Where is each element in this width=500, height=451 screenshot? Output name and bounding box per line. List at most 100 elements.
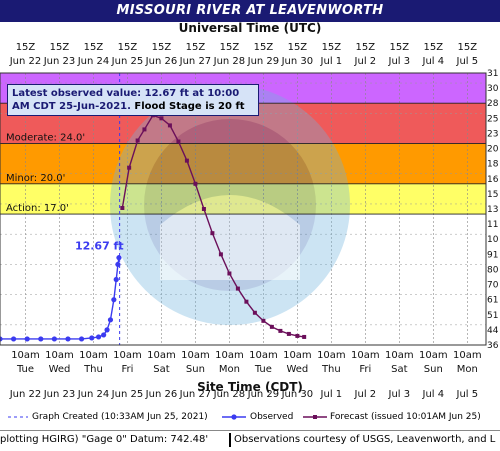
utc-tick-date: Jul 1 [320,56,343,67]
grid-lines [0,73,486,345]
right-axis-tick-label: 20 [487,145,499,155]
site-tick-day: Sat [391,364,407,375]
threshold-label-minor: Minor: 20.0' [6,173,65,184]
utc-tick-hour: 15Z [254,42,274,53]
site-tick-date: Jul 5 [456,389,479,400]
observed-point [38,336,44,342]
threshold-labels: Action: 17.0' Minor: 20.0' Moderate: 24.0' [6,133,85,215]
site-tick-date: Jun 26 [145,389,178,400]
site-tick-time: 10am [11,350,40,361]
forecast-point [201,207,206,211]
observed-peak-label: 12.67 ft [75,240,124,253]
utc-tick-hour: 15Z [322,42,342,53]
flood-stage-text: Flood Stage is 20 ft [134,101,245,112]
band-moderate [0,143,486,184]
utc-tick-date: Jul 3 [388,56,411,67]
site-tick-time: 10am [249,350,278,361]
site-tick-time: 10am [351,350,380,361]
site-tick-day: Sun [186,364,205,375]
site-tick-day: Tue [254,364,272,375]
threshold-label-action: Action: 17.0' [6,203,69,214]
observed-point [24,336,30,342]
forecast-point [127,165,132,170]
legend-observed-dot [231,414,237,420]
right-axis-tick-label: 80 [487,265,499,275]
utc-tick-hour: 15Z [458,42,478,53]
right-axis-tick-label: 51 [487,311,498,321]
site-tick-day: Thu [321,364,341,375]
site-tick-date: Jun 25 [111,389,144,400]
site-tick-date: Jul 1 [320,389,343,400]
utc-tick-date: Jun 26 [145,56,178,67]
right-axis-tick-label: 36 [487,341,499,351]
forecast-point [261,318,266,323]
utc-tick-hour: 15Z [118,42,138,53]
site-tick-time: 10am [79,350,108,361]
site-tick-day: Sun [424,364,443,375]
footer-bar: plotting HGIRG) "Gage 0" Datum: 742.48' … [0,430,500,451]
forecast-point [278,328,283,333]
forecast-point [167,123,172,128]
utc-tick-hour: 15Z [390,42,410,53]
forecast-point [120,205,125,210]
observed-point [107,317,114,323]
right-axis-tick-label: 10 [487,235,499,245]
site-tick-day: Wed [49,364,71,375]
site-tick-day: Mon [219,364,240,375]
right-axis-tick-label: 28 [487,99,499,109]
observed-line [0,257,120,340]
chart-title: MISSOURI RIVER AT LEAVENWORTH [116,3,384,18]
utc-tick-date: Jun 27 [179,56,212,67]
forecast-point [176,139,181,144]
utc-tick-hour: 15Z [50,42,70,53]
right-axis-tick-label: 23 [487,129,498,139]
legend-forecast: Forecast (issued 10:01AM Jun 25) [330,412,481,422]
site-tick-date: Jul 3 [388,389,411,400]
plot-frame [0,72,487,346]
site-tick-day: Tue [16,364,34,375]
forecast-series [120,113,307,339]
observed-point [101,332,107,338]
utc-tick-hour: 15Z [186,42,206,53]
legend-observed: Observed [250,412,294,422]
forecast-point [269,324,274,329]
site-tick-time: 10am [113,350,142,361]
utc-tick-date: Jun 30 [281,56,314,67]
utc-axis-label: Universal Time (UTC) [178,21,322,35]
utc-tick-hour: 15Z [152,42,172,53]
noaa-logo-disc [110,85,350,325]
right-axis-tick-label: 15 [487,190,498,200]
utc-tick-date: Jun 22 [9,56,42,67]
forecast-point [135,138,140,143]
utc-tick-date: Jul 2 [354,56,377,67]
observed-point [113,276,119,283]
site-tick-time: 10am [385,350,414,361]
utc-tick-date: Jun 25 [111,56,144,67]
site-tick-date: Jun 23 [43,389,76,400]
latest-observation-box: Latest observed value: 12.67 ft at 10:00… [7,84,259,116]
forecast-point [302,334,307,339]
forecast-point [159,116,164,121]
forecast-point [142,127,147,132]
site-tick-date: Jun 29 [247,389,280,400]
observed-point [51,336,57,342]
right-axis-tick-label: 16 [487,175,499,185]
site-tick-day: Wed [286,364,308,375]
utc-tick-date: Jun 28 [213,56,246,67]
right-axis-tick-label: 25 [487,114,498,124]
utc-tick-date: Jul 5 [456,56,479,67]
right-axis-tick-label: 18 [487,160,499,170]
utc-tick-date: Jun 23 [43,56,76,67]
utc-tick-hour: 15Z [16,42,36,53]
utc-tick-hour: 15Z [288,42,308,53]
utc-axis-ticks: 15Z Jun 22 15Z Jun 23 15Z Jun 24 15Z Jun 25 15Z J… [9,42,478,67]
utc-tick-date: Jun 24 [77,56,110,67]
site-tick-day: Fri [359,364,371,375]
right-axis-tick-label: 70 [487,281,499,291]
observed-point [78,336,85,342]
site-tick-time: 10am [215,350,244,361]
right-axis-tick-label: 61 [487,296,498,306]
right-axis-tick-label: 11 [487,220,498,230]
forecast-point [218,252,223,257]
